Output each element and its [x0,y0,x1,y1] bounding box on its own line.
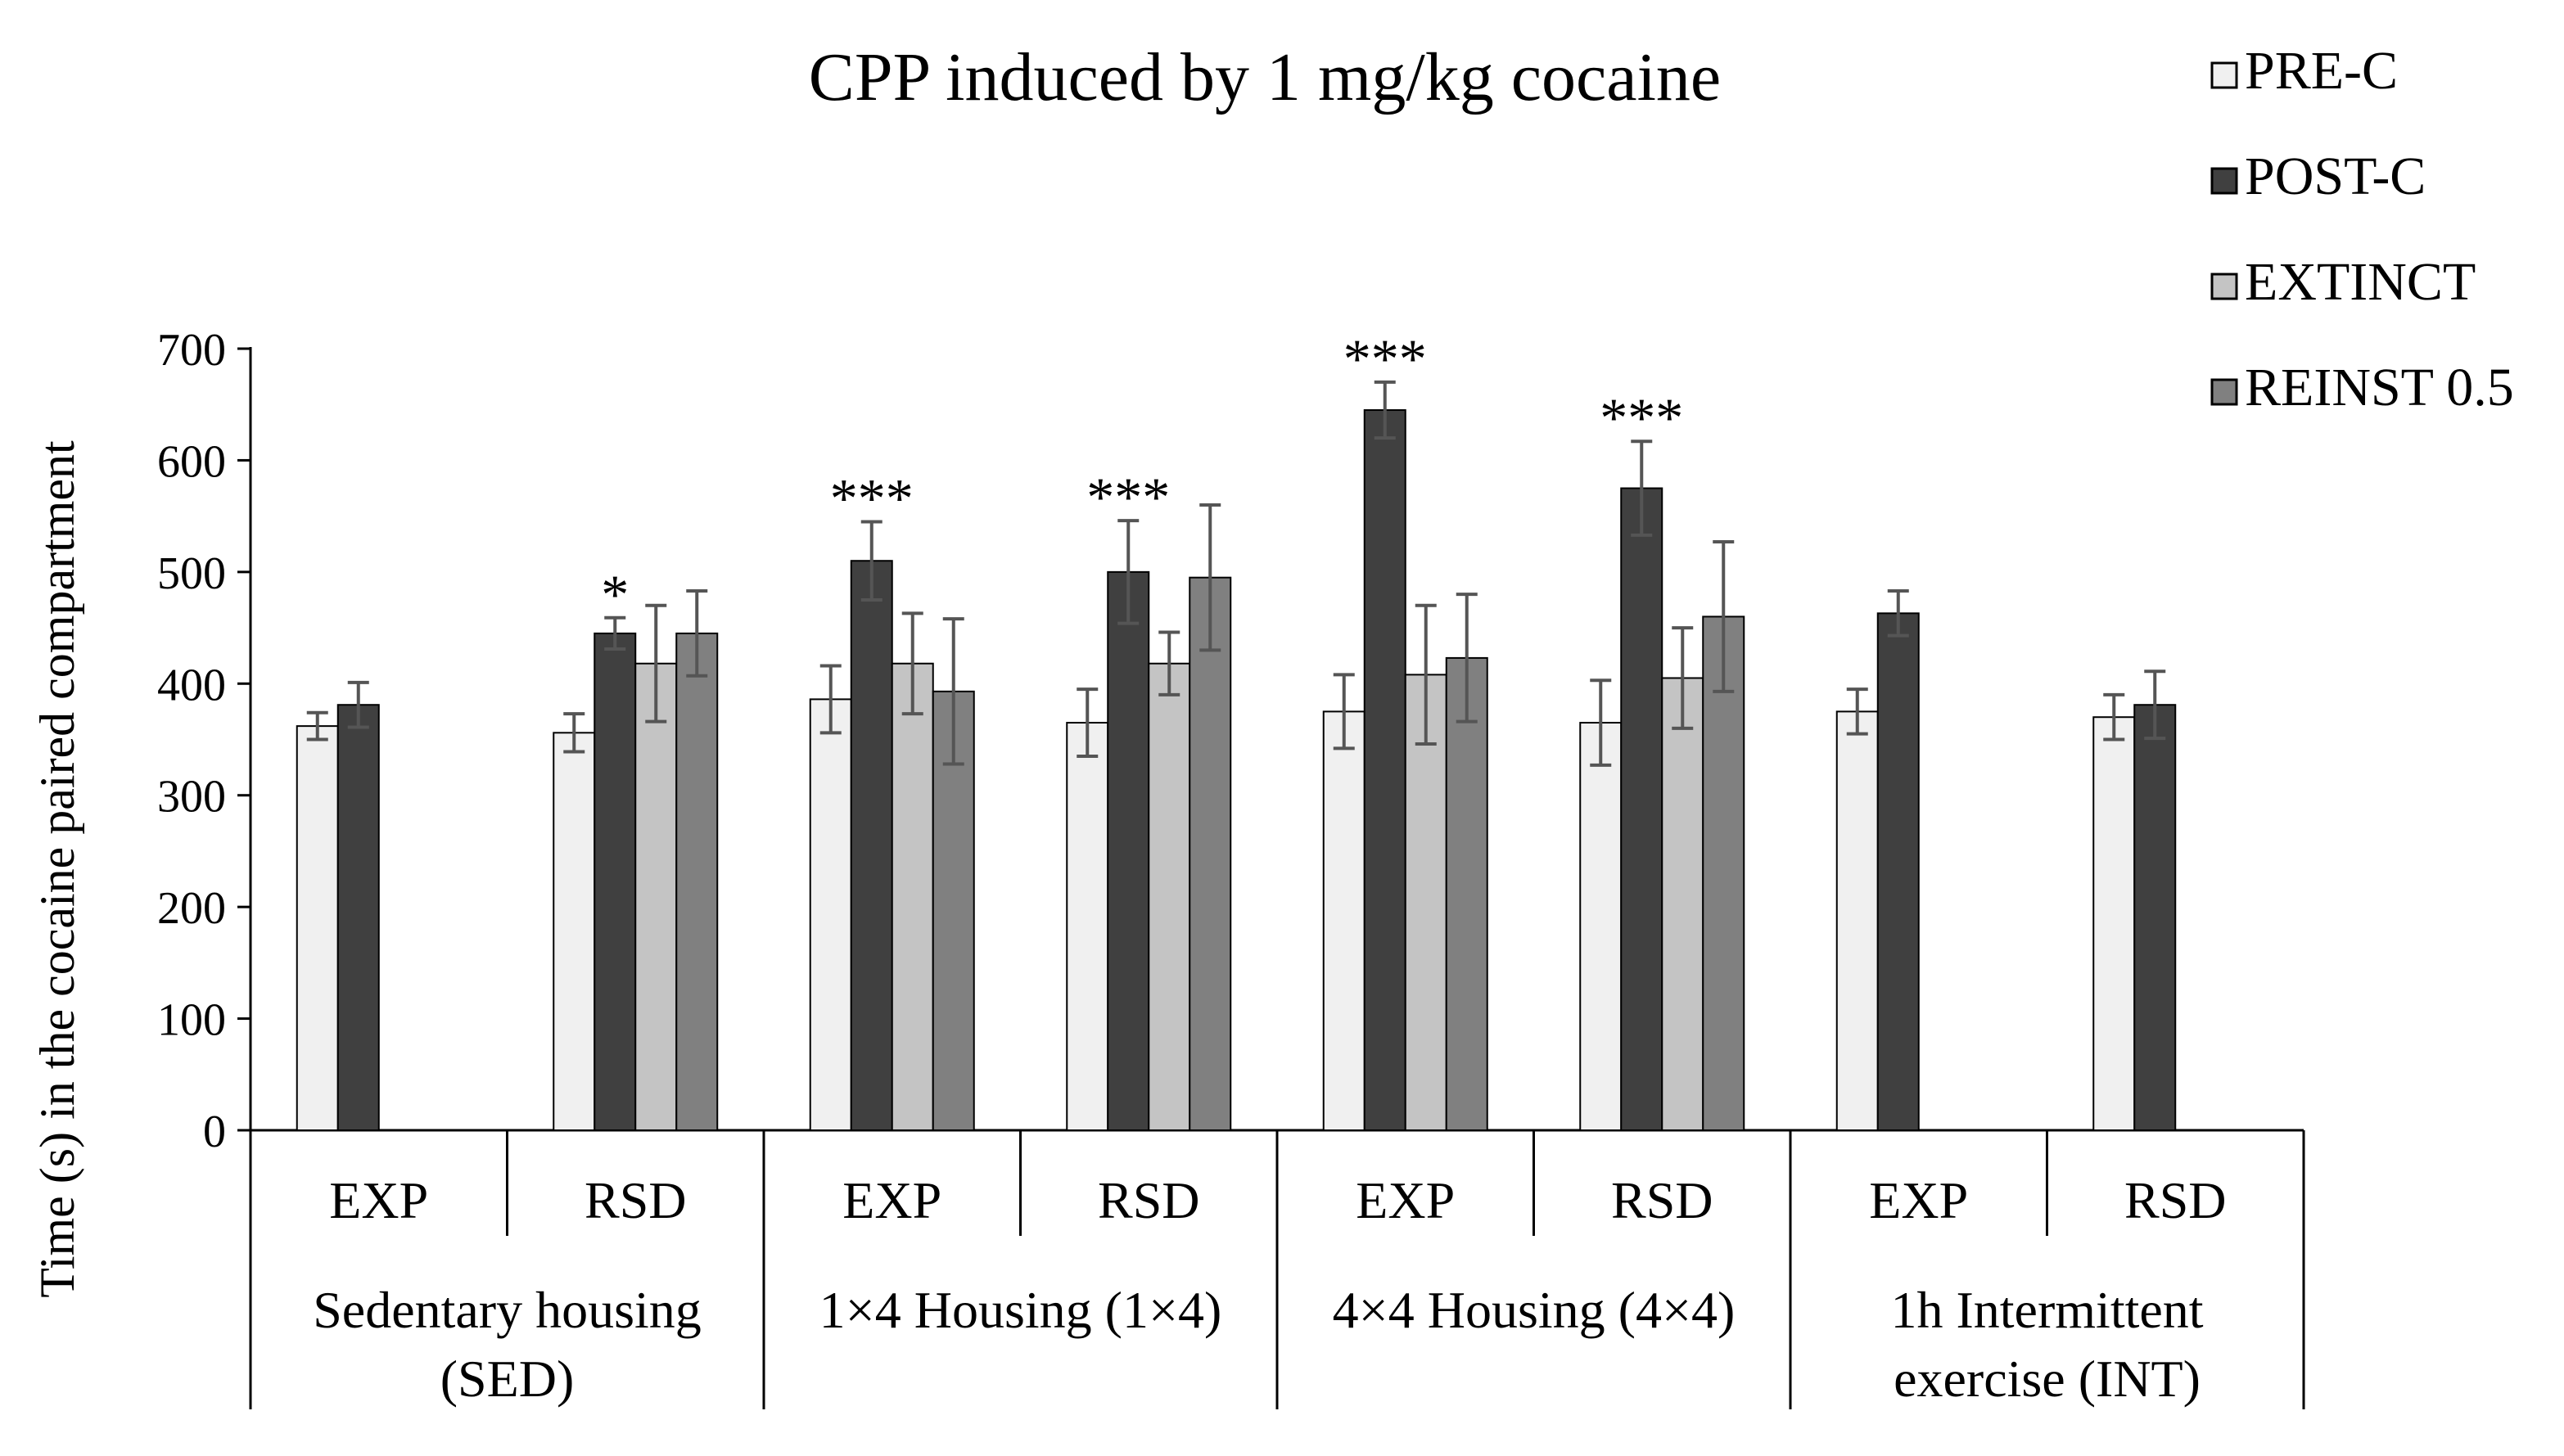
legend-swatch [2210,61,2238,89]
y-tick-label: 600 [157,436,226,487]
bar [1661,677,1704,1131]
group-label: 1h Intermittent [1890,1281,2203,1339]
bar [850,560,893,1131]
x-tick-label: RSD [1611,1171,1713,1229]
significance-marker: *** [1343,327,1427,390]
y-tick-label: 300 [157,772,226,823]
x-tick-label: EXP [1869,1171,1968,1229]
bar [336,704,380,1131]
legend-swatch [2210,167,2238,195]
chart-title: CPP induced by 1 mg/kg cocaine [809,39,1721,115]
x-tick-label: RSD [585,1171,687,1229]
x-tick-label: EXP [329,1171,428,1229]
legend-swatch [2210,273,2238,300]
x-tick-label: EXP [1356,1171,1455,1229]
bar [2133,704,2177,1131]
bar [1189,576,1232,1131]
bar [1322,710,1366,1132]
legend-label: REINST 0.5 [2245,358,2514,417]
y-axis-label: Time (s) in the cocaine paired compartme… [30,440,84,1298]
bar [594,632,637,1131]
group-label: 1×4 Housing (1×4) [819,1281,1222,1339]
bar [296,725,339,1132]
bar [1445,656,1488,1131]
bar [1620,487,1663,1131]
bar [1579,722,1623,1131]
legend-label: POST-C [2245,147,2426,206]
group-label: 4×4 Housing (4×4) [1333,1281,1736,1339]
bar [2092,716,2136,1131]
bar [1702,615,1745,1131]
bar [1876,612,1920,1131]
y-tick-label: 0 [203,1107,226,1157]
significance-marker: *** [830,467,914,529]
bar [675,632,719,1131]
bar [1404,674,1447,1131]
y-tick-label: 400 [157,660,226,710]
bar [891,662,934,1131]
bar [809,698,852,1131]
y-tick-label: 100 [157,995,226,1046]
y-tick-label: 700 [157,325,226,376]
y-tick-label: 500 [157,548,226,599]
legend: PRE-C POST-C EXTINCT REINST 0.5 [2210,41,2514,417]
bar [1148,662,1191,1131]
group-label: Sedentary housing [313,1281,702,1339]
bar [1835,710,1879,1132]
legend-label: EXTINCT [2245,252,2476,312]
x-tick-label: RSD [2124,1171,2227,1229]
significance-marker: *** [1086,466,1170,528]
legend-swatch [2210,378,2238,406]
bar [1107,570,1150,1131]
significance-marker: * [601,563,629,625]
significance-marker: *** [1600,386,1683,449]
x-tick-label: EXP [842,1171,941,1229]
group-label: exercise (INT) [1894,1350,2201,1408]
y-tick-label: 200 [157,883,226,934]
bar [1066,722,1109,1131]
bar [553,732,596,1131]
group-label: (SED) [440,1350,575,1408]
bar [634,662,678,1131]
plot-area: 0 100 200 300 400 500 600 700 EXP RSD EXP RSD EXP RSD… [157,325,2305,1409]
legend-label: PRE-C [2245,41,2398,101]
bar [1363,409,1406,1131]
x-tick-label: RSD [1098,1171,1200,1229]
